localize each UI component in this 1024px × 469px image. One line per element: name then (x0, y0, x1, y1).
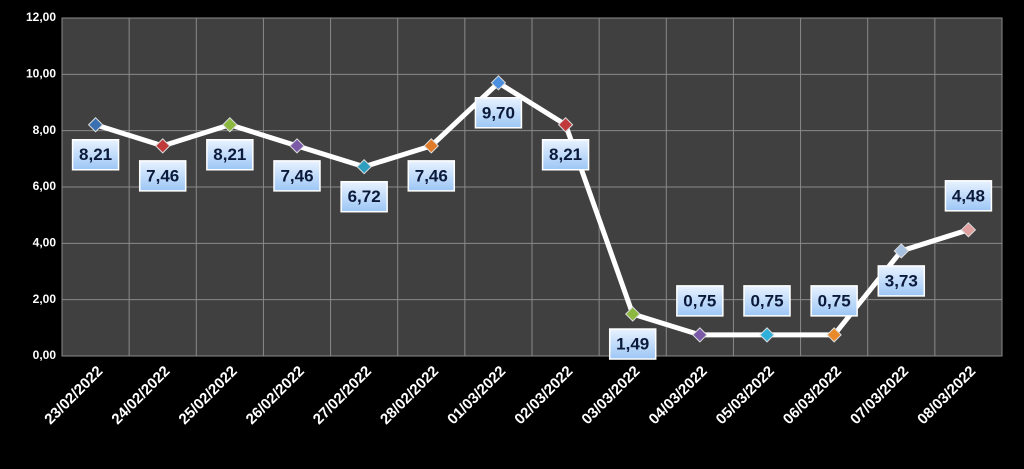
label-box (944, 180, 993, 212)
label-box (676, 285, 724, 317)
label-box (138, 160, 187, 192)
marker (625, 306, 641, 322)
data-label: 0,75 (818, 291, 851, 310)
y-tick-label: 10,00 (26, 67, 56, 81)
marker (893, 243, 909, 259)
label-box (810, 285, 858, 317)
data-label: 3,73 (885, 271, 918, 290)
data-label: 7,46 (146, 166, 179, 185)
label-box (273, 160, 321, 192)
label-box (877, 265, 926, 297)
data-label: 7,46 (280, 166, 313, 185)
y-tick-label: 0,00 (33, 348, 57, 362)
y-tick-label: 2,00 (33, 292, 57, 306)
label-box (541, 139, 590, 171)
marker (356, 159, 372, 175)
marker (423, 138, 439, 154)
data-label: 8,21 (549, 145, 582, 164)
marker (960, 222, 977, 238)
marker (490, 75, 507, 91)
marker (826, 327, 842, 343)
marker (87, 117, 104, 133)
label-box (743, 285, 791, 317)
plot-border (61, 17, 1003, 357)
label-box (340, 180, 388, 213)
marker (289, 138, 305, 154)
data-label: 7,46 (415, 166, 448, 185)
marker (759, 327, 775, 343)
data-label: 0,75 (750, 291, 783, 310)
marker (155, 138, 171, 154)
marker (222, 117, 238, 133)
label-box (71, 139, 120, 171)
y-tick-label: 4,00 (33, 236, 57, 250)
label-box (474, 97, 523, 129)
y-tick-label: 6,00 (33, 179, 57, 193)
data-label: 6,72 (348, 187, 381, 206)
data-label: 4,48 (952, 186, 985, 205)
data-label: 1,49 (616, 335, 649, 354)
data-label: 8,21 (79, 145, 112, 164)
label-box (206, 139, 254, 171)
y-tick-label: 12,00 (26, 10, 56, 24)
marker (557, 117, 574, 133)
data-label: 8,21 (213, 145, 246, 164)
data-label: 0,75 (683, 291, 716, 310)
line (94, 80, 970, 338)
label-box (407, 160, 456, 192)
y-tick-label: 8,00 (33, 123, 57, 137)
marker (692, 327, 708, 343)
data-label: 9,70 (482, 103, 515, 122)
label-box (608, 328, 657, 360)
